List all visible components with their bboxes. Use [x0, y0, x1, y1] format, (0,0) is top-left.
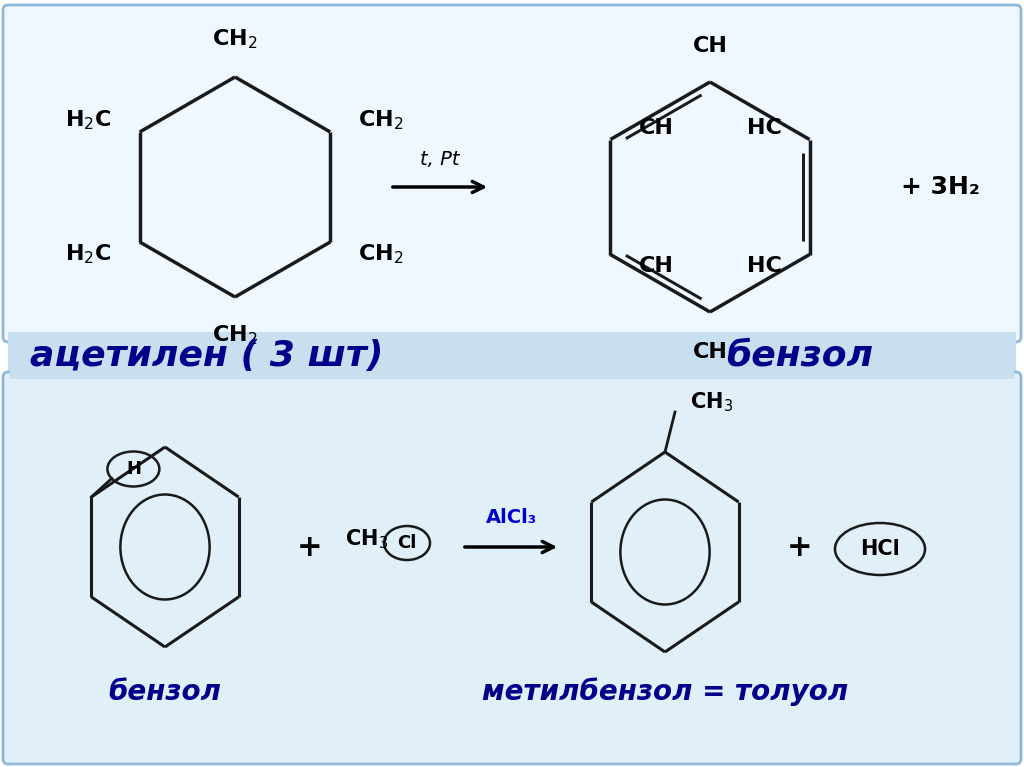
Text: CH: CH	[692, 36, 727, 56]
Text: H$_2$C: H$_2$C	[66, 108, 112, 132]
Text: +: +	[787, 532, 813, 561]
Text: CH: CH	[638, 256, 674, 276]
Text: HCl: HCl	[860, 539, 900, 559]
Text: CH$_2$: CH$_2$	[212, 28, 258, 51]
FancyBboxPatch shape	[3, 372, 1021, 764]
Text: + 3H₂: + 3H₂	[900, 175, 979, 199]
Text: HC: HC	[746, 256, 781, 276]
Text: H$_2$C: H$_2$C	[66, 242, 112, 266]
Text: AlCl₃: AlCl₃	[485, 508, 537, 527]
Text: бензол: бензол	[109, 678, 221, 706]
Text: ацетилен ( 3 шт): ацетилен ( 3 шт)	[30, 339, 383, 373]
Bar	[8, 332, 1016, 379]
Text: Cl: Cl	[397, 534, 417, 552]
Text: +: +	[297, 532, 323, 561]
Text: CH$_3$: CH$_3$	[345, 527, 388, 551]
Bar	[10, 334, 1014, 379]
Text: CH$_2$: CH$_2$	[358, 108, 403, 132]
Text: CH$_3$: CH$_3$	[690, 390, 733, 414]
Text: HC: HC	[746, 117, 781, 137]
Text: H: H	[126, 460, 141, 478]
Text: CH$_2$: CH$_2$	[212, 323, 258, 347]
Text: CH$_2$: CH$_2$	[358, 242, 403, 266]
Text: метилбензол = толуол: метилбензол = толуол	[482, 678, 848, 706]
Text: бензол: бензол	[726, 339, 873, 373]
Text: t, Pt: t, Pt	[420, 150, 460, 169]
Text: CH: CH	[692, 342, 727, 362]
Text: CH: CH	[638, 117, 674, 137]
FancyBboxPatch shape	[3, 5, 1021, 342]
